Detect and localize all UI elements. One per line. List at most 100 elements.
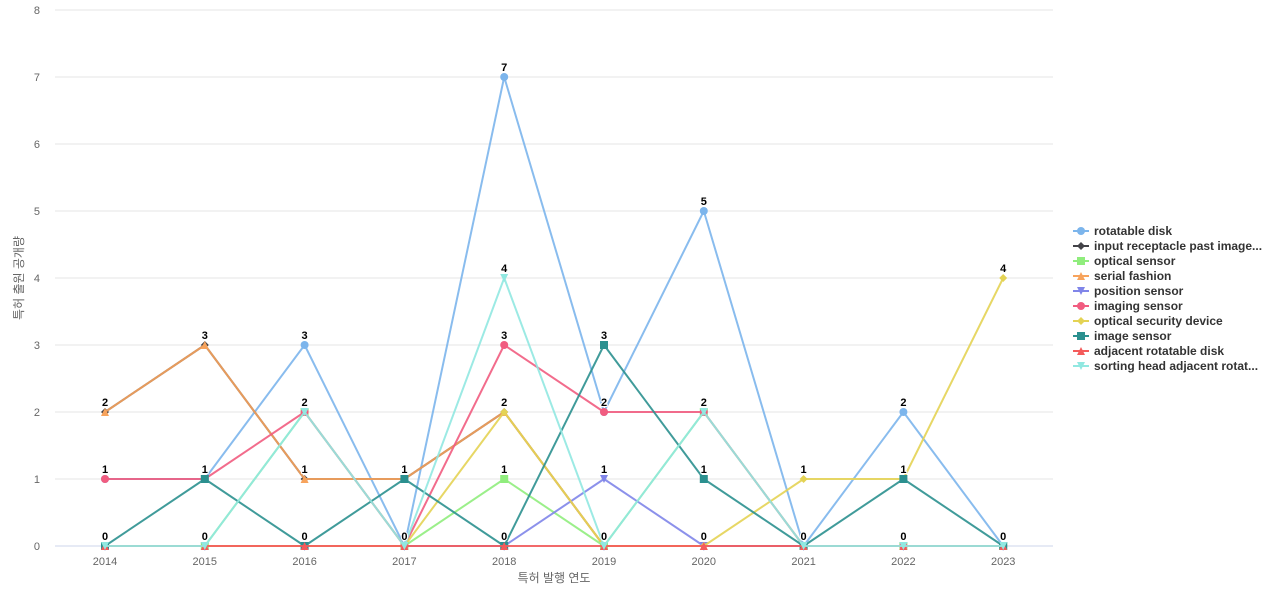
data-point	[600, 408, 608, 416]
data-point	[300, 475, 309, 483]
legend-symbol	[1073, 301, 1089, 310]
data-label: 0	[801, 531, 807, 543]
data-label: 2	[102, 397, 108, 409]
legend-label: image sensor	[1094, 328, 1172, 343]
data-point	[200, 542, 209, 550]
x-tick-label: 2020	[692, 556, 716, 568]
data-point	[999, 542, 1008, 550]
data-point	[699, 475, 708, 483]
data-point	[500, 408, 509, 416]
data-point	[101, 542, 109, 550]
series-sorting-head-adjacent-rotat	[101, 274, 1008, 550]
legend-label: optical sensor	[1094, 253, 1176, 268]
data-label: 3	[501, 330, 507, 342]
legend-item[interactable]: optical security device	[1072, 313, 1262, 328]
x-tick-label: 2022	[891, 556, 915, 568]
data-point	[400, 475, 409, 483]
data-label: 0	[302, 531, 308, 543]
legend-item[interactable]: input receptacle past image...	[1072, 238, 1262, 253]
legend-label: sorting head adjacent rotat...	[1094, 358, 1259, 373]
legend-symbol	[1073, 256, 1089, 265]
legend-marker	[1077, 361, 1085, 370]
x-tick-label: 2014	[93, 556, 117, 568]
data-point	[600, 542, 608, 550]
legend-symbol	[1073, 331, 1089, 340]
legend-item[interactable]: imaging sensor	[1072, 298, 1262, 313]
legend-item[interactable]: optical sensor	[1072, 253, 1262, 268]
data-label: 5	[701, 196, 707, 208]
data-point	[699, 542, 708, 550]
data-label: 1	[302, 464, 308, 476]
data-point	[699, 207, 708, 215]
y-tick-label: 2	[34, 407, 40, 419]
legend-label: serial fashion	[1094, 268, 1172, 283]
legend-marker	[1077, 241, 1085, 250]
legend-item[interactable]: position sensor	[1072, 283, 1262, 298]
x-tick-label: 2021	[791, 556, 815, 568]
legend-label: optical security device	[1094, 313, 1223, 328]
data-label: 1	[501, 464, 507, 476]
data-point	[600, 341, 608, 349]
y-tick-label: 8	[34, 5, 40, 17]
data-label: 2	[601, 397, 607, 409]
series-line-rotatable-disk	[105, 76, 1005, 547]
legend-symbol	[1073, 346, 1089, 355]
data-point	[200, 475, 209, 483]
data-point	[500, 274, 509, 282]
data-label: 1	[701, 464, 707, 476]
legend-item[interactable]: adjacent rotatable disk	[1072, 343, 1262, 358]
legend-label: rotatable disk	[1094, 223, 1173, 238]
legend-symbol	[1073, 226, 1089, 235]
legend-label: adjacent rotatable disk	[1094, 343, 1225, 358]
data-label: 7	[501, 62, 507, 74]
data-label: 1	[900, 464, 906, 476]
data-label: 3	[302, 330, 308, 342]
data-point	[300, 341, 309, 349]
data-point	[699, 408, 708, 416]
legend-marker	[1077, 256, 1085, 265]
legend-symbol	[1073, 241, 1089, 250]
y-axis-title: 특허 출원 공개량	[12, 236, 26, 320]
data-label: 1	[202, 464, 208, 476]
y-tick-label: 0	[34, 541, 40, 553]
data-label: 0	[601, 531, 607, 543]
x-tick-label: 2023	[991, 556, 1015, 568]
data-point	[300, 408, 309, 416]
y-tick-label: 7	[34, 72, 40, 84]
legend-item[interactable]: image sensor	[1072, 328, 1262, 343]
data-label: 2	[701, 397, 707, 409]
series-line-image-sensor	[104, 344, 1004, 547]
legend-symbol	[1073, 361, 1089, 370]
x-tick-label: 2018	[492, 556, 516, 568]
legend: rotatable disk input receptacle past imag…	[1072, 223, 1262, 373]
legend-marker	[1077, 301, 1085, 310]
y-tick-label: 3	[34, 340, 40, 352]
data-point	[101, 475, 109, 483]
legend-item[interactable]: rotatable disk	[1072, 223, 1262, 238]
data-label: 1	[601, 464, 607, 476]
legend-item[interactable]: sorting head adjacent rotat...	[1072, 358, 1262, 373]
data-label: 3	[601, 330, 607, 342]
data-point	[500, 73, 509, 81]
legend-symbol	[1073, 316, 1089, 325]
legend-marker	[1077, 286, 1085, 295]
data-label: 2	[501, 397, 507, 409]
data-label: 0	[102, 531, 108, 543]
data-label: 0	[501, 531, 507, 543]
data-label: 1	[801, 464, 807, 476]
legend-item[interactable]: serial fashion	[1072, 268, 1262, 283]
legend-symbol	[1073, 286, 1089, 295]
series-line-sorting-head-adjacent-rotat	[105, 277, 1004, 547]
legend-symbol	[1073, 271, 1089, 280]
series-line-position-sensor	[105, 478, 1004, 547]
series-image-sensor	[101, 341, 1008, 550]
y-tick-label: 5	[34, 206, 40, 218]
data-label: 0	[401, 531, 407, 543]
data-point	[899, 542, 908, 550]
data-label: 0	[1000, 531, 1006, 543]
legend-label: position sensor	[1094, 283, 1184, 298]
data-point	[200, 341, 209, 349]
data-point	[101, 408, 109, 416]
data-label: 2	[900, 397, 906, 409]
data-label: 1	[102, 464, 108, 476]
